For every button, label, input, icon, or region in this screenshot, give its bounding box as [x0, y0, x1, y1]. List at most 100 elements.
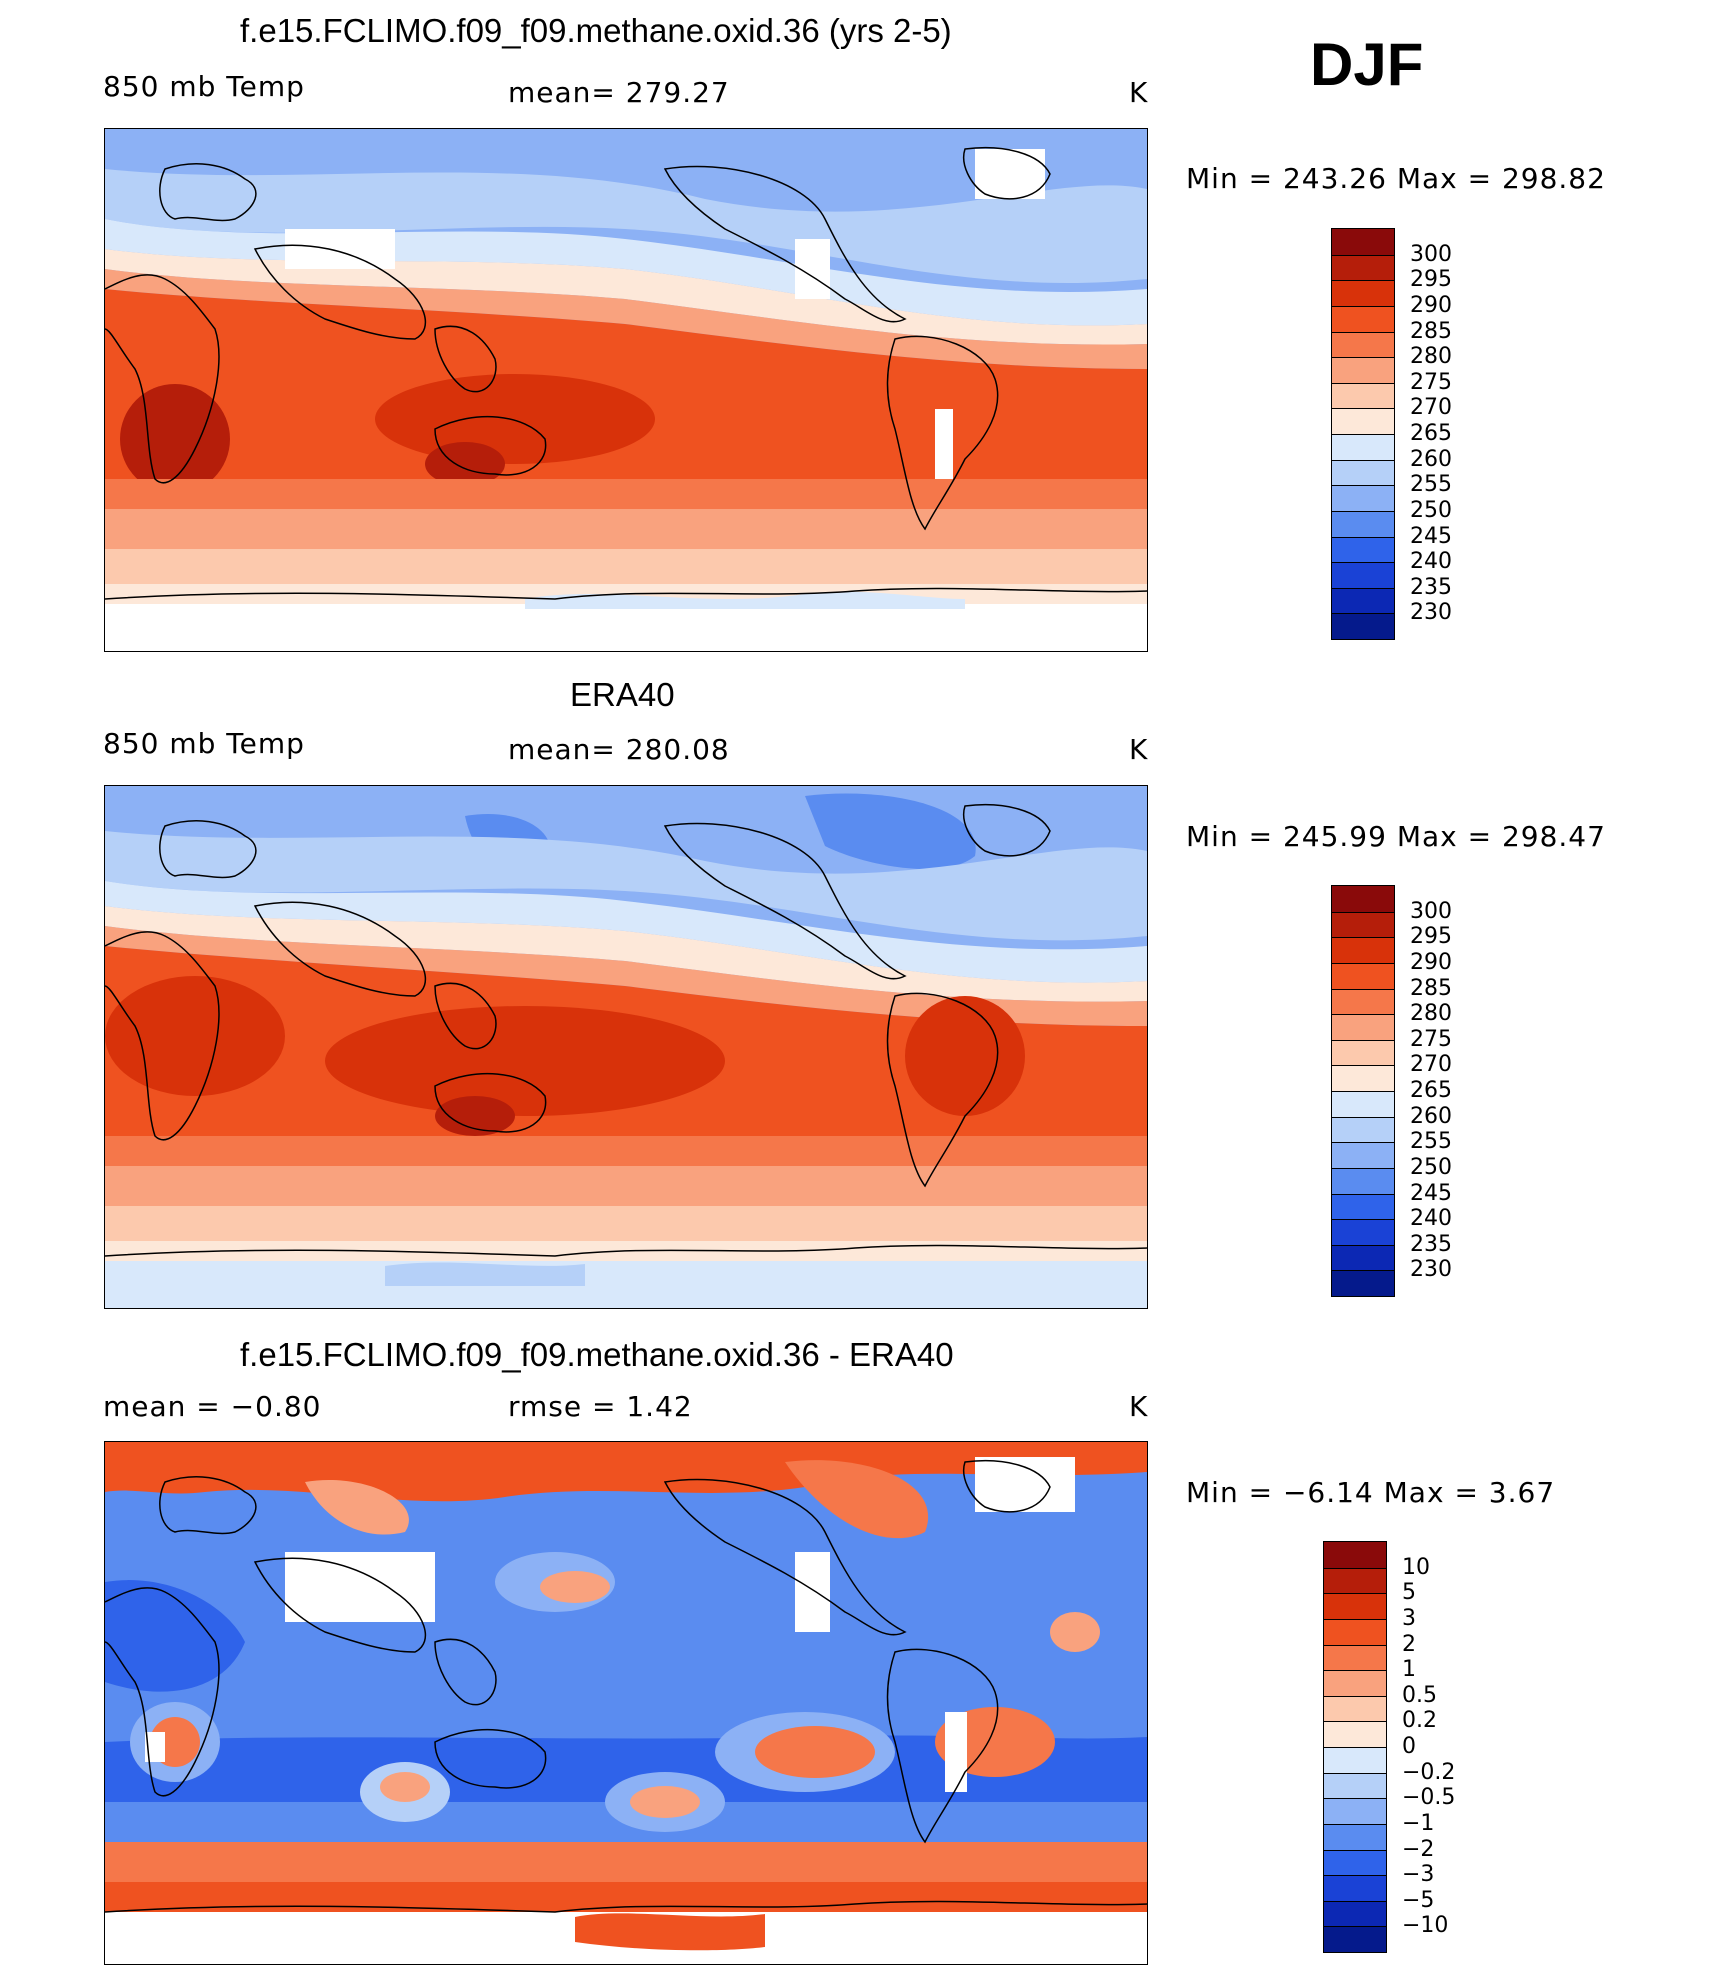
colorbar-label: 250: [1410, 497, 1452, 523]
colorbar-label: 230: [1410, 1257, 1452, 1283]
colorbar-label: 255: [1410, 472, 1452, 498]
colorbar-swatch: [1332, 1039, 1394, 1066]
colorbar-label: 270: [1410, 1052, 1452, 1078]
colorbar-swatch: [1332, 331, 1394, 358]
colorbar-swatch: [1332, 408, 1394, 434]
colorbar-label: 270: [1410, 395, 1452, 421]
colorbar-label: 285: [1410, 975, 1452, 1001]
colorbar-label: 300: [1410, 898, 1452, 924]
colorbar-swatch: [1332, 613, 1394, 639]
colorbar-label: −1: [1402, 1810, 1435, 1836]
colorbar-swatch: [1332, 305, 1394, 332]
colorbar-label: 235: [1410, 1231, 1452, 1257]
colorbar-swatch: [1332, 1167, 1394, 1194]
colorbar-swatch: [1332, 229, 1394, 255]
colorbar-swatch: [1324, 1900, 1386, 1927]
colorbar-label: −0.5: [1402, 1785, 1456, 1811]
colorbar-swatch: [1332, 510, 1394, 537]
colorbar-swatch: [1332, 254, 1394, 281]
colorbar-swatch: [1324, 1772, 1386, 1799]
colorbar-swatch: [1324, 1695, 1386, 1722]
colorbar-label: 235: [1410, 574, 1452, 600]
colorbar-label: 265: [1410, 421, 1452, 446]
colorbar-label: 5: [1402, 1580, 1416, 1606]
colorbar-label: −10: [1402, 1913, 1449, 1939]
colorbar-swatch: [1332, 937, 1394, 963]
colorbar-label: 240: [1410, 549, 1452, 575]
colorbar-label: 2: [1402, 1631, 1416, 1657]
colorbar-swatch: [1332, 562, 1394, 588]
panel-3-map: [104, 1441, 1148, 1965]
colorbar-swatch: [1324, 1567, 1386, 1594]
colorbar-label: 255: [1410, 1129, 1452, 1155]
season-label: DJF: [1310, 31, 1424, 98]
colorbar-swatch: [1332, 1091, 1394, 1117]
colorbar-swatch: [1332, 962, 1394, 989]
panel-3-title: f.e15.FCLIMO.f09_f09.methane.oxid.36 - E…: [240, 1336, 954, 1373]
colorbar-label: 245: [1410, 1180, 1452, 1206]
colorbar-swatch: [1324, 1747, 1386, 1773]
panel-3-mean-label: mean = −0.80: [103, 1390, 322, 1423]
panel-3-units: K: [1129, 1390, 1149, 1423]
colorbar-label: 1: [1402, 1657, 1416, 1683]
colorbar-label: 295: [1410, 267, 1452, 293]
colorbar-swatch: [1324, 1798, 1386, 1824]
colorbar-label: 265: [1410, 1078, 1452, 1103]
colorbar-label: 260: [1410, 1103, 1452, 1129]
colorbar-label: 285: [1410, 318, 1452, 344]
colorbar-swatch: [1324, 1618, 1386, 1645]
colorbar-label: 280: [1410, 344, 1452, 370]
panel-1-map: [104, 128, 1148, 652]
colorbar-label: 0.2: [1402, 1708, 1437, 1734]
colorbar-swatch: [1332, 886, 1394, 912]
colorbar-swatch: [1332, 280, 1394, 306]
colorbar-label: 3: [1402, 1605, 1416, 1631]
colorbar-swatch: [1324, 1593, 1386, 1619]
colorbar-swatch: [1332, 1244, 1394, 1271]
colorbar-label: 295: [1410, 924, 1452, 950]
colorbar-swatch: [1332, 357, 1394, 383]
panel-1-colorbar: 300 295 290 285 280 275 270 265 260 255 250 245 240 2…: [1331, 228, 1452, 640]
colorbar-swatch: [1324, 1926, 1386, 1952]
colorbar-label: −0.2: [1402, 1759, 1456, 1785]
colorbar-label: 280: [1410, 1001, 1452, 1027]
panel-3-colorbar: 10 5 3 2 1 0.5 0.2 0 −0.2 −0.5 −1 −2 −3 −5 −10: [1323, 1541, 1455, 1953]
panel-1-min-max: Min = 243.26 Max = 298.82: [1186, 162, 1606, 195]
colorbar-label: 0: [1402, 1734, 1416, 1759]
colorbar-swatch: [1324, 1644, 1386, 1671]
colorbar-label: 230: [1410, 600, 1452, 626]
colorbar-label: 275: [1410, 1026, 1452, 1052]
colorbar-swatch: [1324, 1849, 1386, 1876]
panel-1-mean-label: mean= 279.27: [508, 76, 730, 109]
colorbar-label: 240: [1410, 1206, 1452, 1232]
colorbar-label: −5: [1402, 1887, 1435, 1913]
colorbar-swatch: [1332, 1014, 1394, 1040]
colorbar-swatch: [1332, 1065, 1394, 1091]
panel-1-units: K: [1129, 76, 1149, 109]
panel-2-map: [104, 785, 1148, 1309]
panel-3-rmse-label: rmse = 1.42: [508, 1390, 693, 1423]
panel-2-min-max: Min = 245.99 Max = 298.47: [1186, 820, 1606, 853]
colorbar-swatch: [1324, 1670, 1386, 1696]
colorbar-swatch: [1332, 1270, 1394, 1296]
colorbar-swatch: [1332, 485, 1394, 511]
colorbar-swatch: [1332, 434, 1394, 460]
panel-2-mean-label: mean= 280.08: [508, 733, 730, 766]
colorbar-label: 245: [1410, 523, 1452, 549]
colorbar-swatch: [1332, 459, 1394, 486]
colorbar-swatch: [1324, 1823, 1386, 1850]
colorbar-label: 0.5: [1402, 1682, 1437, 1708]
panel-2-colorbar: 300 295 290 285 280 275 270 265 260 255 250 245 240 2…: [1331, 885, 1452, 1297]
panel-2-title: ERA40: [570, 676, 675, 713]
colorbar-swatch: [1332, 536, 1394, 563]
colorbar-label: 250: [1410, 1154, 1452, 1180]
colorbar-swatch: [1324, 1721, 1386, 1747]
colorbar-swatch: [1324, 1875, 1386, 1901]
colorbar-swatch: [1332, 382, 1394, 409]
colorbar-label: 300: [1410, 241, 1452, 267]
colorbar-label: 10: [1402, 1554, 1430, 1580]
colorbar-swatch: [1332, 1219, 1394, 1245]
colorbar-swatch: [1332, 988, 1394, 1015]
colorbar-label: 290: [1410, 292, 1452, 318]
colorbar-label: 275: [1410, 369, 1452, 395]
